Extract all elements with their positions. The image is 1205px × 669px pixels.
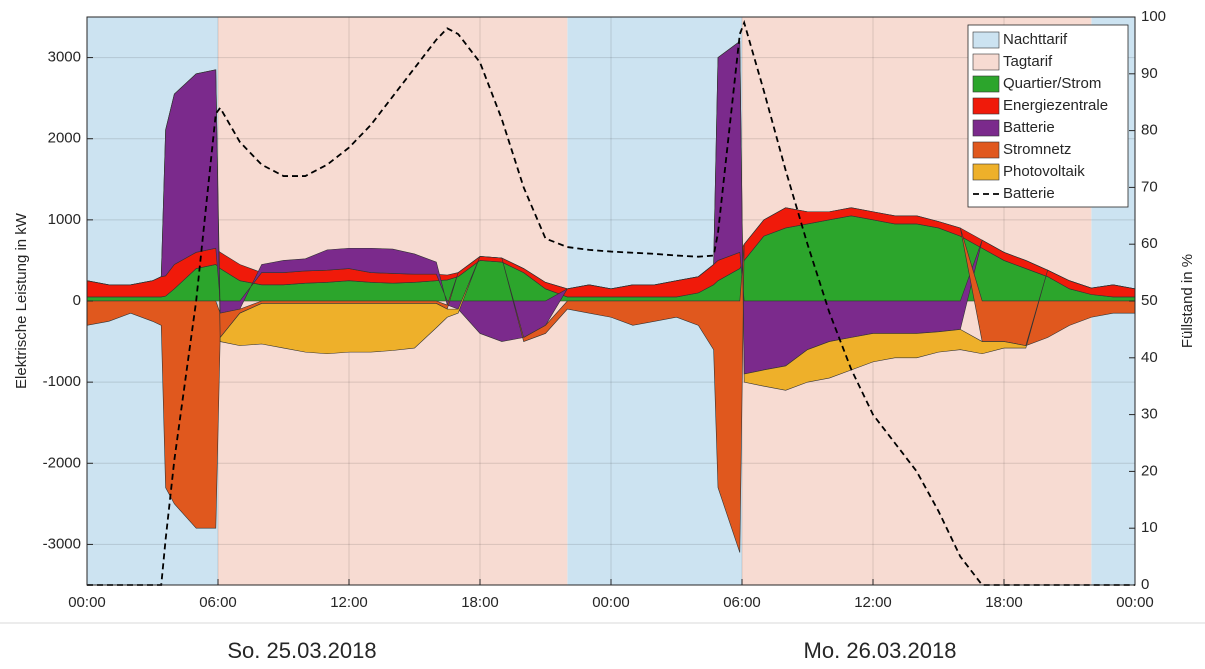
legend-swatch bbox=[972, 53, 1000, 71]
y-axis-label: Elektrische Leistung in kW bbox=[13, 212, 30, 389]
y2-tick-label: 40 bbox=[1141, 349, 1158, 366]
x-tick-label: 18:00 bbox=[461, 594, 499, 611]
x-tick-label: 06:00 bbox=[723, 594, 761, 611]
legend-swatch bbox=[972, 163, 1000, 181]
legend-label: Batterie bbox=[1003, 119, 1055, 136]
x-tick-label: 06:00 bbox=[199, 594, 237, 611]
y2-tick-label: 20 bbox=[1141, 462, 1158, 479]
x-tick-label: 00:00 bbox=[1116, 594, 1154, 611]
legend-label: Quartier/Strom bbox=[1003, 75, 1101, 92]
y2-tick-label: 100 bbox=[1141, 8, 1166, 25]
legend-swatch bbox=[972, 31, 1000, 49]
x-tick-label: 12:00 bbox=[330, 594, 368, 611]
date-label: So. 25.03.2018 bbox=[227, 638, 376, 663]
x-tick-label: 12:00 bbox=[854, 594, 892, 611]
x-tick-label: 18:00 bbox=[985, 594, 1023, 611]
y2-tick-label: 10 bbox=[1141, 519, 1158, 536]
y-tick-label: 1000 bbox=[48, 211, 81, 228]
y2-tick-label: 60 bbox=[1141, 235, 1158, 252]
legend-swatch bbox=[972, 119, 1000, 137]
legend-label: Stromnetz bbox=[1003, 141, 1071, 158]
legend-label: Tagtarif bbox=[1003, 53, 1053, 70]
y-tick-label: 2000 bbox=[48, 130, 81, 147]
y-tick-label: -3000 bbox=[43, 535, 81, 552]
legend-label: Photovoltaik bbox=[1003, 163, 1085, 180]
y2-tick-label: 80 bbox=[1141, 122, 1158, 139]
x-tick-label: 00:00 bbox=[68, 594, 106, 611]
y2-tick-label: 50 bbox=[1141, 292, 1158, 309]
y-tick-label: -2000 bbox=[43, 454, 81, 471]
line bbox=[87, 19, 1135, 586]
y-tick-label: 0 bbox=[73, 292, 81, 309]
y2-tick-label: 90 bbox=[1141, 65, 1158, 82]
date-label: Mo. 26.03.2018 bbox=[804, 638, 957, 663]
x-tick-label: 00:00 bbox=[592, 594, 630, 611]
y2-tick-label: 30 bbox=[1141, 406, 1158, 423]
legend-swatch bbox=[972, 97, 1000, 115]
y-tick-label: 3000 bbox=[48, 49, 81, 66]
legend-label: Batterie bbox=[1003, 185, 1055, 202]
y2-tick-label: 70 bbox=[1141, 178, 1158, 195]
legend-label: Energiezentrale bbox=[1003, 97, 1108, 114]
y2-axis-label: Füllstand in % bbox=[1179, 254, 1196, 348]
y-tick-label: -1000 bbox=[43, 373, 81, 390]
legend-label: Nachttarif bbox=[1003, 31, 1068, 48]
legend: Nachttarif Tagtarif Quartier/Strom Energiez… bbox=[967, 24, 1129, 208]
y2-tick-label: 0 bbox=[1141, 576, 1149, 593]
legend-swatch bbox=[972, 75, 1000, 93]
legend-swatch bbox=[972, 141, 1000, 159]
